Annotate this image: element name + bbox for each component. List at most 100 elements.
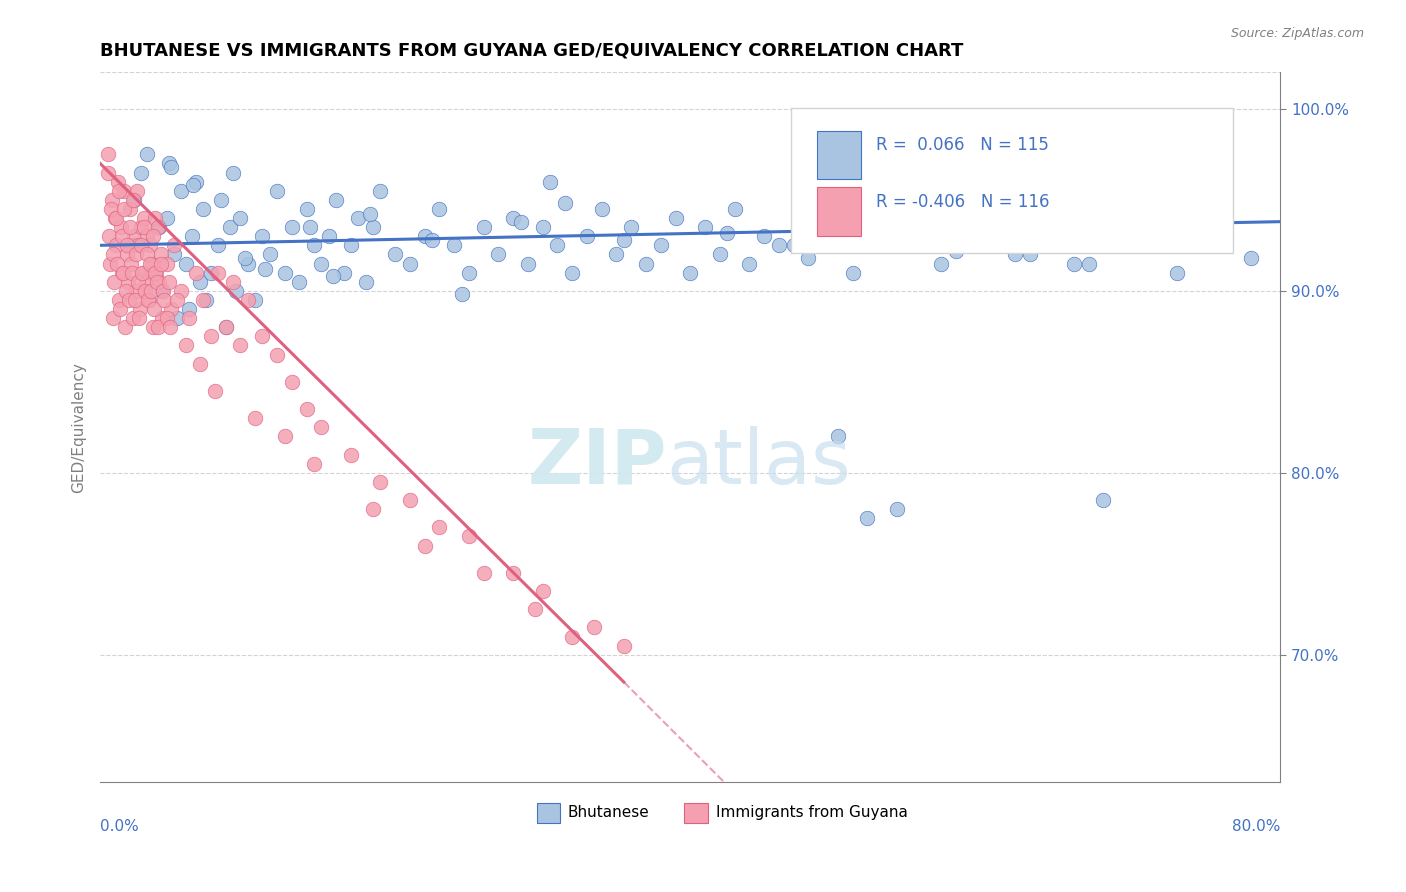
Point [472,566,495,580]
Point [204,384,226,398]
Point [1063,256,1085,270]
Point [517,256,540,270]
Point [105,256,128,270]
Point [200,266,222,280]
Point [120,256,142,270]
Point [190,275,212,289]
Point [879,229,901,244]
Point [160,160,183,174]
Point [856,511,879,525]
Point [605,247,627,261]
Point [929,256,952,270]
Point [153,293,176,307]
Point [254,262,277,277]
Point [146,220,169,235]
Text: R =  0.066   N = 115: R = 0.066 N = 115 [876,136,1049,154]
Bar [685,803,709,822]
Point [135,275,157,289]
Point [108,301,131,316]
Point [125,184,148,198]
Point [538,175,561,189]
Point [311,256,333,270]
Point [900,238,922,252]
Point [114,320,136,334]
Point [988,211,1011,225]
Point [177,301,200,316]
FancyBboxPatch shape [790,108,1233,253]
Point [193,202,215,216]
Y-axis label: GED/Equivalency: GED/Equivalency [72,362,86,492]
Point [502,566,524,580]
Point [679,266,702,280]
Point [207,238,229,252]
Point [101,193,124,207]
Point [591,202,613,216]
Point [149,247,172,261]
Point [959,229,981,244]
Point [145,266,167,280]
Point [233,251,256,265]
Point [370,184,392,198]
Point [413,229,436,244]
Point [129,301,152,316]
Point [190,357,212,371]
Point [200,329,222,343]
Point [1152,229,1174,244]
Point [259,247,281,261]
Point [115,247,138,261]
Point [458,266,481,280]
Point [132,266,155,280]
Point [174,256,197,270]
Point [298,220,321,235]
Point [450,287,472,301]
Point [870,220,893,235]
Point [148,220,170,235]
Point [716,226,738,240]
Point [222,275,245,289]
Point [311,420,333,434]
Point [295,402,318,417]
Point [142,320,165,334]
Point [121,311,143,326]
Point [145,266,167,280]
Point [886,502,908,516]
Point [128,311,150,326]
Point [413,539,436,553]
Point [524,602,547,616]
Point [281,375,304,389]
Point [531,220,554,235]
Point [575,229,598,244]
Point [160,301,183,316]
Point [207,266,229,280]
Point [118,202,141,216]
Point [148,275,170,289]
Point [650,238,672,252]
Point [443,238,465,252]
Point [236,256,259,270]
Point [243,411,266,425]
Point [361,220,384,235]
Point [554,196,576,211]
Point [214,320,236,334]
Point [115,284,138,298]
Point [166,293,188,307]
Point [1166,266,1188,280]
Point [561,630,583,644]
Point [583,620,606,634]
Point [96,147,118,161]
Point [768,238,790,252]
Point [131,266,153,280]
Point [131,165,153,179]
Point [281,220,304,235]
Point [117,275,139,289]
Point [155,211,177,225]
Point [150,284,173,298]
Point [177,311,200,326]
Point [159,320,181,334]
Point [266,184,288,198]
Point [325,193,347,207]
Point [121,266,143,280]
Point [1077,256,1099,270]
Point [322,269,344,284]
Point [131,220,153,235]
